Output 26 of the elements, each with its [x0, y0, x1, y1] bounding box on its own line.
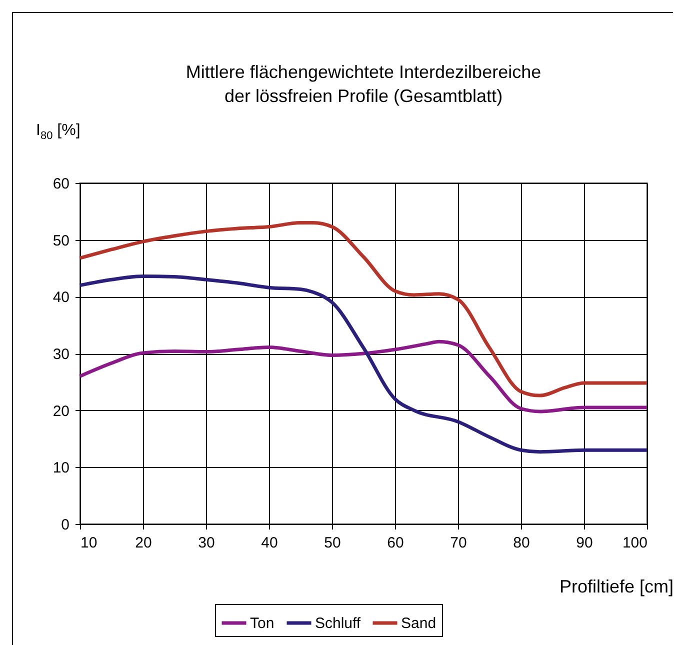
x-tick-label: 10	[80, 534, 98, 552]
chart-title: Mittlere flächengewichtete Interdezilbereiche der lössfreien Profile (Gesamtblatt)	[186, 62, 542, 106]
x-tick-label: 90	[576, 534, 593, 552]
y-tick-label: 10	[52, 460, 70, 477]
legend-label: Schluff	[315, 615, 362, 632]
y-tick-label: 40	[52, 289, 70, 306]
y-tick-label: 30	[52, 346, 70, 363]
line-series	[78, 340, 649, 414]
x-tick-label: 100	[622, 534, 648, 552]
line-series	[78, 274, 649, 454]
x-tick-label: 60	[387, 534, 404, 552]
x-tick-label: 70	[450, 534, 467, 552]
legend-label: Sand	[401, 615, 436, 632]
y-tick-label: 0	[61, 516, 70, 534]
x-tick-label: 40	[261, 534, 278, 552]
x-tick-label: 80	[513, 534, 530, 552]
x-tick-label: 20	[135, 534, 152, 552]
x-tick-label: 30	[198, 534, 215, 552]
y-tick-label: 50	[52, 232, 70, 250]
line-series	[78, 221, 649, 398]
x-axis-title: Profiltiefe [cm]	[559, 576, 674, 596]
y-tick-label: 60	[52, 176, 70, 192]
y-axis-title: I$_{80}$ [%]	[36, 122, 80, 142]
legend-label: Ton	[250, 615, 274, 632]
x-tick-label: 50	[324, 534, 341, 552]
y-tick-label: 20	[52, 402, 70, 420]
